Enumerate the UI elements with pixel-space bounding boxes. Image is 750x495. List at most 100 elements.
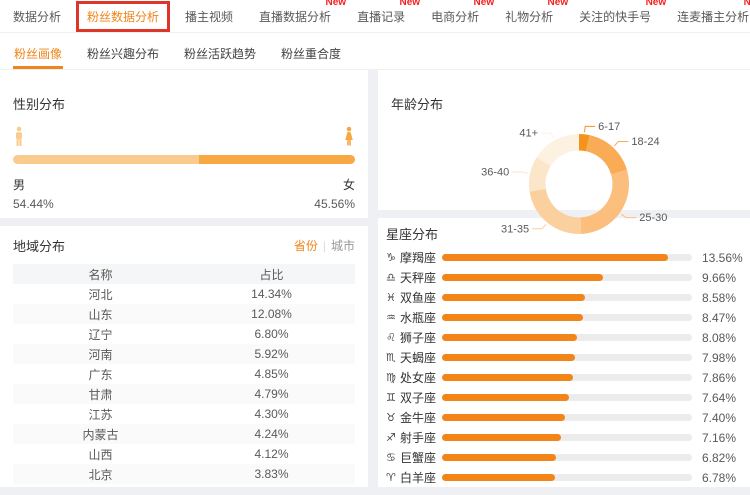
primary-tab-5[interactable]: 直播记录 New [357,0,420,25]
region-table-row: 山西 4.12% [13,444,355,464]
zodiac-bar-track [442,374,692,381]
zodiac-percent: 9.66% [702,270,737,285]
age-slice-label: 25-30 [639,212,667,224]
primary-tab-8[interactable]: 关注的快手号 New [579,0,666,25]
primary-tab-bar: 数据分析 粉丝数据分析 播主视频 直播数据分析 New 直播记录 New 电商分析 New 礼物分… [0,0,750,33]
zodiac-row: ♍ 处女座 7.86% [378,368,750,387]
primary-tab-6[interactable]: 电商分析 New [431,0,494,25]
primary-tab-7[interactable]: 礼物分析 New [505,0,568,25]
zodiac-name: 射手座 [400,431,437,445]
age-slice-31-35 [529,189,582,234]
region-ratio-cell: 4.30% [254,407,289,421]
gender-ratio-bar [13,155,355,164]
zodiac-percent: 6.82% [702,450,737,465]
zodiac-bar-track [442,254,692,261]
new-badge: New [645,0,667,8]
zodiac-bar-fill [442,274,603,281]
region-toggle: 省份 | 城市 [294,237,355,254]
primary-tab-1[interactable]: 数据分析 [13,8,61,25]
zodiac-section-title: 星座分布 [386,227,439,242]
region-table-row: 甘肃 4.79% [13,384,355,404]
region-ratio-cell: 4.12% [254,447,289,461]
secondary-tab-2[interactable]: 粉丝兴趣分布 [87,47,160,61]
age-slice-18-24 [586,135,627,175]
zodiac-row: ♒ 水瓶座 8.47% [378,308,750,327]
zodiac-bar-track [442,294,692,301]
toggle-city[interactable]: 城市 [330,239,355,253]
zodiac-sign-icon: ♊ [386,392,396,404]
age-label-leader [532,223,547,230]
zodiac-bar-track [442,354,692,361]
male-value: 54.44% [13,197,54,212]
region-name-cell: 广东 [88,367,113,382]
primary-tab-label: 数据分析 [13,9,62,24]
zodiac-bar-fill [442,434,562,441]
primary-tab-3[interactable]: 播主视频 [185,8,233,25]
new-badge: New [473,0,495,8]
region-name-cell: 河北 [88,287,113,302]
region-name-cell: 甘肃 [13,384,188,404]
zodiac-bar-track [442,274,692,281]
zodiac-percent: 8.47% [702,310,737,325]
zodiac-sign-icon: ♎ [386,272,396,284]
primary-tab-4[interactable]: 直播数据分析 New [259,0,346,25]
left-column: 性别分布 [0,70,368,487]
region-name-cell: 北京 [13,464,188,484]
zodiac-sign-icon: ♍ [386,372,396,384]
primary-tab-2[interactable]: 粉丝数据分析 [76,0,171,32]
zodiac-name: 金牛座 [400,411,437,425]
zodiac-sign-icon: ♓ [386,292,396,304]
region-table-row: 内蒙古 4.24% [13,424,355,444]
region-ratio-cell: 12.08% [188,304,355,324]
zodiac-percent: 6.78% [702,470,737,485]
region-distribution-card: 地域分布 省份 | 城市 名称 占比 河北 14.34% 山东 12.08% 辽宁 6.80%… [0,226,368,487]
female-label: 女 [342,178,355,192]
age-donut-chart: 6-17 18-24 25-30 31-35 36-40 41+ [481,121,667,235]
age-distribution-card: 年龄分布 6-17 18-24 25-30 31-35 36-40 41+ [378,70,750,235]
zodiac-name: 水瓶座 [400,311,437,325]
region-table-row: 江苏 4.30% [13,404,355,424]
secondary-tab-1[interactable]: 粉丝画像 [13,33,64,69]
age-slice-label: 36-40 [481,167,509,179]
zodiac-bar-fill [442,334,577,341]
zodiac-percent: 8.08% [702,330,737,345]
age-slice-label: 18-24 [631,136,659,148]
region-ratio-cell: 4.85% [254,367,289,381]
primary-tab-label: 礼物分析 [505,9,554,24]
region-name-cell: 内蒙古 [13,424,188,444]
zodiac-bar-track [442,394,692,401]
region-ratio-cell: 4.79% [188,384,355,404]
zodiac-percent: 7.64% [702,390,737,405]
gender-section-title: 性别分布 [13,97,66,112]
zodiac-percent: 7.98% [702,350,737,365]
toggle-province[interactable]: 省份 [293,239,318,253]
secondary-tab-3[interactable]: 粉丝活跃趋势 [184,47,257,61]
female-icon [345,126,353,146]
gender-labels: 男 54.44% 女 45.56% [0,176,368,214]
zodiac-bar-fill [442,294,585,301]
primary-tab-9[interactable]: 连麦播主分析New [677,0,750,25]
zodiac-bar-fill [442,474,555,481]
zodiac-name: 狮子座 [400,331,437,345]
region-name-cell: 山西 [88,447,113,462]
zodiac-sign-icon: ♏ [386,352,396,364]
zodiac-bar-track [442,434,692,441]
region-name-cell: 河南 [13,344,188,364]
zodiac-row: ♈ 白羊座 6.78% [378,468,750,487]
region-table-row: 广东 4.85% [13,364,355,384]
zodiac-bar-track [442,334,692,341]
zodiac-bar-fill [442,394,570,401]
secondary-tab-4[interactable]: 粉丝重合度 [281,47,342,61]
new-badge: New [743,0,750,8]
zodiac-name: 白羊座 [400,471,437,485]
age-label-leader [584,125,596,133]
zodiac-sign-icon: ♑ [386,252,396,264]
male-icon [16,126,22,146]
age-slice-36-40 [529,157,551,192]
primary-tab-label: 电商分析 [431,9,480,24]
zodiac-percent: 7.40% [702,410,737,425]
age-label-leader [613,140,629,147]
zodiac-bar-list: ♑ 摩羯座 13.56% ♎ 天秤座 9.66% ♓ 双鱼座 8.58% ♒ 水瓶座 8.47% ♌ 狮子… [378,248,750,487]
zodiac-bar-fill [442,454,556,461]
zodiac-row: ♌ 狮子座 8.08% [378,328,750,347]
